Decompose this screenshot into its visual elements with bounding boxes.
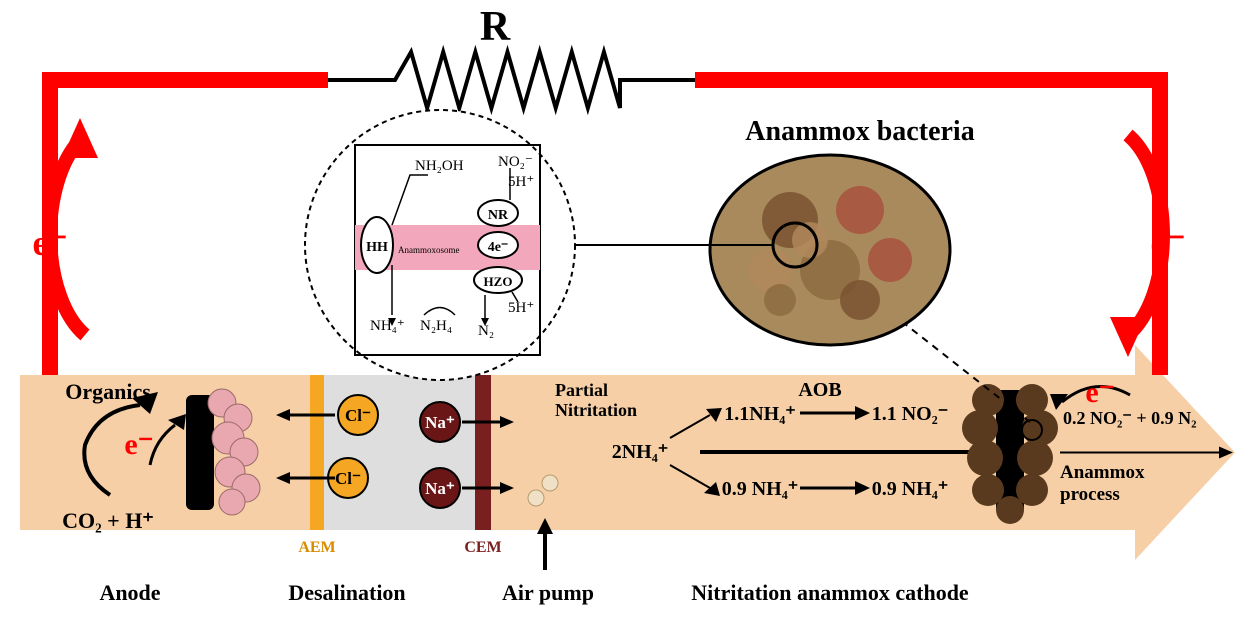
n2h4-label: N₂H₄ [420,318,452,334]
svg-text:Cl⁻: Cl⁻ [335,469,361,488]
resistor [328,52,695,108]
nh2oh-label: NH₂OH [415,158,464,174]
anammoxosome-label: Anammoxosome [398,245,460,255]
sodium-ion: Na⁺ [420,402,460,442]
anode-electron-label: e⁻ [124,428,153,461]
air-bubble [528,490,544,506]
n2-label: N₂ [478,323,494,339]
circuit-wire [50,80,1160,375]
svg-text:Na⁺: Na⁺ [425,413,455,432]
five-h-top-label: 5H⁺ [508,174,534,190]
nh4-input-label: 2NH₄⁺ [612,441,669,463]
five-h-bottom-label: 5H⁺ [508,300,534,316]
four-e-label: 4e⁻ [488,240,509,255]
nh4-axo-label: NH₄⁺ [370,318,405,334]
desalination-section-label: Desalination [288,580,405,605]
organics-label: Organics [65,379,151,404]
cem-membrane [475,375,491,530]
aem-label: AEM [298,539,335,556]
cathode-electron-label: e⁻ [1085,376,1114,409]
no2-label: NO₂⁻ [498,154,533,170]
electron-label-left: e⁻ [33,223,68,263]
hzo-label: HZO [484,274,513,289]
desalination-compartment [319,375,475,530]
nr-label: NR [488,208,509,223]
aem-membrane [310,375,324,530]
chloride-ion: Cl⁻ [338,395,378,435]
anammox-bacteria-image [540,155,950,345]
co2-label: CO₂ + H⁺ [62,508,154,533]
air-bubble [542,475,558,491]
sodium-ion: Na⁺ [420,468,460,508]
svg-text:Cl⁻: Cl⁻ [345,406,371,425]
anammox-process-label-2: process [1060,484,1120,505]
anode-electrode [186,395,214,510]
anammox-bacteria-title: Anammox bacteria [745,116,974,147]
anode-section-label: Anode [99,580,160,605]
electron-label-right: e⁻ [1151,223,1186,263]
partial-nitritation-label-1: Partial [555,380,608,400]
top-right-species: 1.1 NO₂⁻ [872,403,949,425]
aob-label: AOB [798,379,841,401]
svg-text:Na⁺: Na⁺ [425,479,455,498]
partial-nitritation-label-2: Nitritation [555,400,637,420]
cem-label: CEM [464,539,501,556]
bottom-right-species: 0.9 NH₄⁺ [872,478,949,500]
hh-label: HH [366,240,388,255]
anammox-process-label-1: Anammox [1060,462,1145,483]
resistor-label: R [480,4,511,50]
anammoxosome-diagram: HH NR 4e⁻ HZO NH₂OH NO₂⁻ 5H⁺ NH₄⁺ N₂H₄ N… [305,110,575,380]
bottom-left-species: 0.9 NH₄⁺ [722,478,799,500]
cathode-section-label: Nitritation anammox cathode [691,580,969,605]
top-left-species: 1.1NH₄⁺ [724,403,796,425]
output-species-label: 0.2 NO₂⁻ + 0.9 N₂ [1063,408,1197,428]
air-pump-label: Air pump [502,580,594,605]
